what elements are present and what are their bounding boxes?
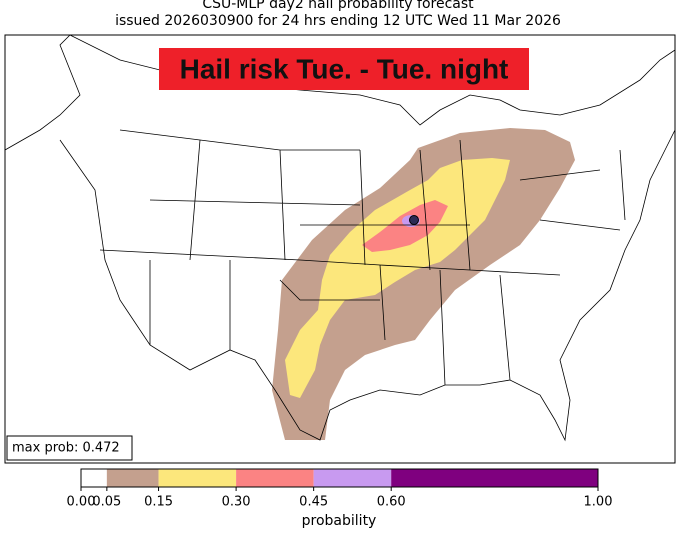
title: CSU-MLP day2 hail probability forecast [202,0,474,12]
colorbar-segment [313,469,392,487]
colorbar-tick-label: 1.00 [584,495,613,510]
colorbar-segment [158,469,237,487]
colorbar-tick-label: 0.15 [144,495,173,510]
colorbar-segment [81,469,107,487]
subtitle: issued 2026030900 for 24 hrs ending 12 U… [115,13,561,29]
colorbar-frame [80,468,599,488]
colorbar-segment [391,469,598,487]
colorbar-tick-label: 0.00 [67,495,96,510]
map [4,34,676,464]
colorbar-tick-label: 0.45 [299,495,328,510]
colorbar: 0.000.05 0.15 0.30 0.45 0.60 1.00 [67,468,613,510]
banner: Hail risk Tue. - Tue. night [180,53,509,84]
banner-box [159,48,529,90]
max-prob-box [6,435,133,461]
colorbar-segment [236,469,314,487]
colorbar-segment [106,469,159,487]
colorbar-tick-label: 0.60 [377,495,406,510]
colorbar-label: probability [302,513,377,529]
colorbar-tick-label: 0.30 [222,495,251,510]
colorbar-tick-label: 0.05 [92,495,121,510]
max-prob: max prob: 0.472 [12,441,120,456]
